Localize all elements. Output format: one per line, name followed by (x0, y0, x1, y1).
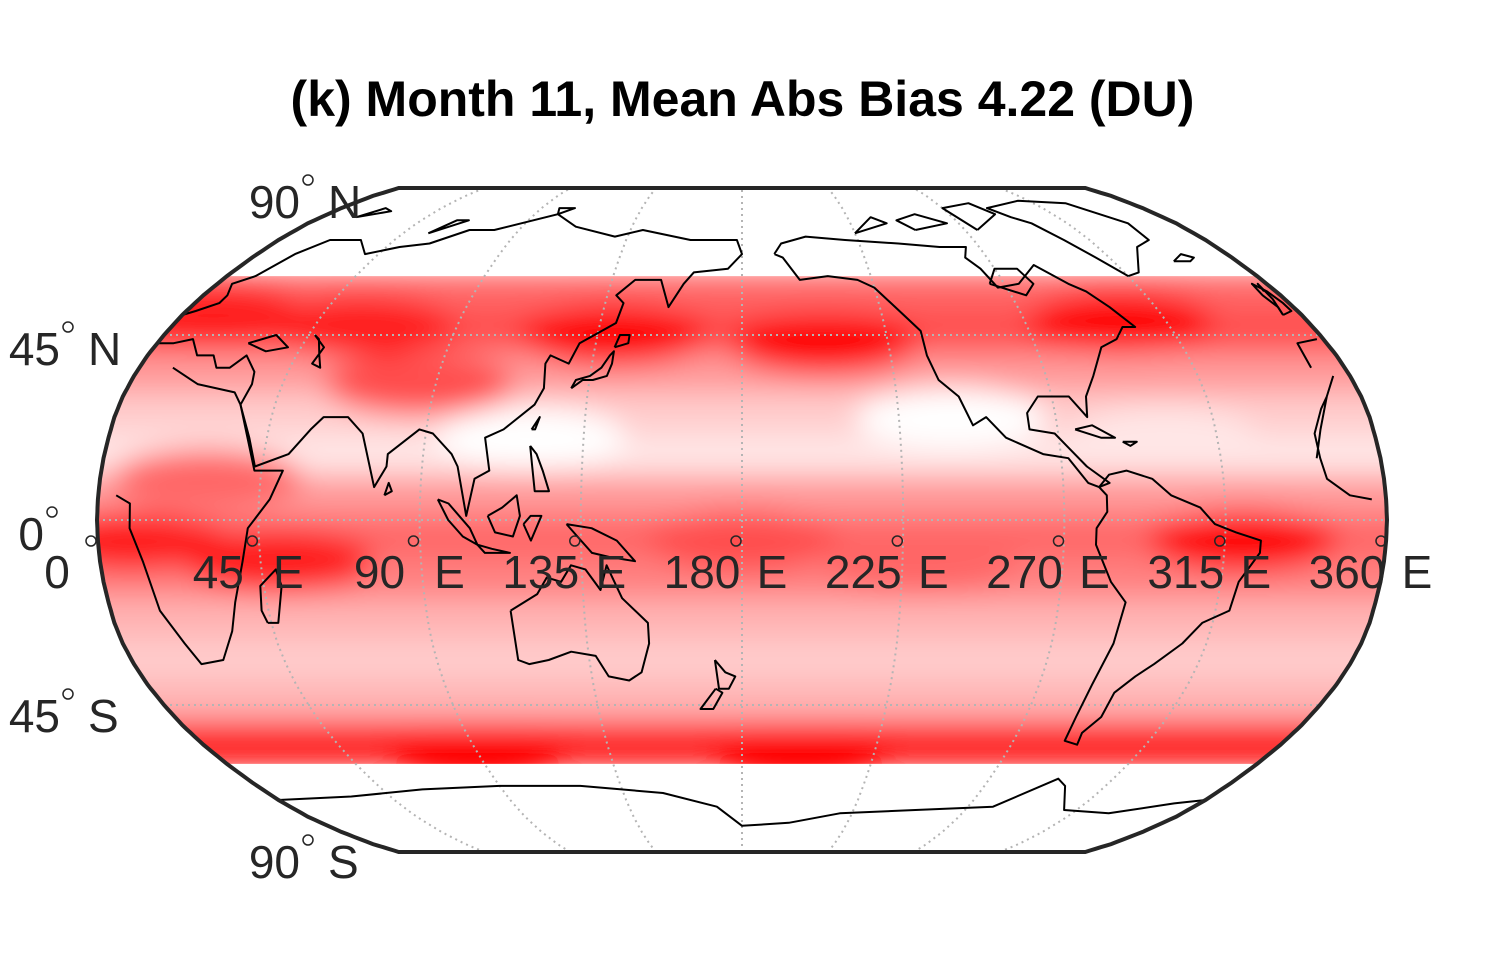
bias-hotspot (323, 354, 514, 415)
lon-hemi-4: E (757, 546, 788, 598)
bias-hotspot (183, 531, 374, 592)
degree-symbol (85, 535, 97, 547)
lon-label-8: 360 (1309, 546, 1386, 598)
lon-label-1: 45 (193, 546, 244, 598)
meridian-line (418, 188, 571, 852)
coastline (486, 494, 521, 538)
map-frame (94, 186, 1390, 854)
coastline (1074, 424, 1117, 439)
coastline (247, 334, 289, 353)
coastline (988, 267, 1035, 297)
degree-symbol (302, 174, 314, 186)
degree-symbol (891, 535, 904, 547)
bias-hotspot (435, 407, 626, 468)
degree-symbol (46, 506, 58, 518)
map-title: (k) Month 11, Mean Abs Bias 4.22 (DU) (290, 71, 1195, 127)
coastline (854, 216, 888, 235)
degree-symbol (246, 535, 259, 547)
coastline (355, 207, 393, 219)
coastline (1122, 440, 1138, 447)
degree-symbol (407, 535, 420, 547)
bias-hotspot (728, 313, 919, 374)
bias-hotspot (705, 722, 896, 764)
coastline (773, 235, 1137, 489)
lat-label-1: 45 (9, 323, 60, 375)
lat-label-4: 90 (249, 836, 300, 888)
coastlines (115, 199, 1372, 827)
lon-hemi-3: E (595, 546, 626, 598)
degree-symbol (1052, 535, 1065, 547)
coastline (530, 416, 541, 431)
bias-hotspot (382, 722, 573, 764)
degree-symbol (569, 535, 581, 547)
lat-label-0: 90 (249, 176, 300, 228)
coastline (259, 568, 283, 624)
degree-symbol (730, 535, 742, 547)
bias-hotspot (647, 510, 837, 571)
meridian-line (913, 188, 1066, 852)
degree-symbol (62, 321, 74, 333)
coastline (941, 202, 997, 231)
lon-hemi-7: E (1240, 546, 1271, 598)
lon-label-3: 135 (502, 546, 579, 598)
degree-symbol (1375, 535, 1387, 547)
coastline (476, 543, 511, 554)
lat-label-3: 45 (9, 690, 60, 742)
coastline (699, 687, 724, 710)
bias-hotspot (266, 297, 457, 357)
lon-label-6: 270 (986, 546, 1063, 598)
lon-hemi-8: E (1402, 546, 1433, 598)
bias-hotspot (1069, 407, 1260, 468)
axis-labels: 90 N 45 N 0 45 S 90 S 0 45 E 90 E 135 E 180 E 225 E 270 E 315 E… (9, 174, 1433, 888)
bias-hotspot (1025, 293, 1216, 353)
lon-hemi-2: E (434, 546, 465, 598)
meridian-line (257, 188, 485, 852)
lat-label-2: 0 (18, 508, 44, 560)
coastline (1173, 253, 1195, 263)
coastline (427, 219, 470, 235)
coastline (556, 207, 576, 216)
lon-hemi-6: E (1079, 546, 1110, 598)
bias-hotspot (112, 448, 302, 509)
bias-hotspot (518, 305, 709, 365)
lon-label-2: 90 (354, 546, 405, 598)
coastline (613, 334, 631, 349)
lat-hemi-4: S (328, 836, 359, 888)
coastline (157, 213, 743, 517)
degree-symbol (62, 688, 74, 700)
coastline (1250, 282, 1293, 316)
degree-symbol (302, 834, 314, 846)
lon-label-0: 0 (44, 546, 70, 598)
bias-hotspot (825, 531, 1016, 592)
lon-hemi-5: E (918, 546, 949, 598)
coastline (529, 445, 550, 493)
coastline (522, 514, 543, 542)
coastline (383, 481, 393, 497)
lon-hemi-1: E (273, 546, 304, 598)
coastline (311, 334, 325, 369)
lat-hemi-0: N (328, 176, 361, 228)
coastline (1063, 469, 1262, 746)
coastline (509, 564, 651, 682)
coastline (713, 659, 737, 690)
lon-label-5: 225 (825, 546, 902, 598)
lon-label-7: 315 (1147, 546, 1224, 598)
bias-hotspot (1148, 510, 1338, 571)
degree-symbol (1214, 535, 1226, 547)
lat-hemi-3: S (88, 690, 119, 742)
coastline (570, 350, 615, 390)
coastline (985, 199, 1150, 278)
lon-label-4: 180 (664, 546, 741, 598)
bias-hotspot (856, 387, 1047, 448)
coastline (895, 213, 948, 231)
lat-hemi-1: N (88, 323, 121, 375)
coastline (278, 777, 1206, 827)
